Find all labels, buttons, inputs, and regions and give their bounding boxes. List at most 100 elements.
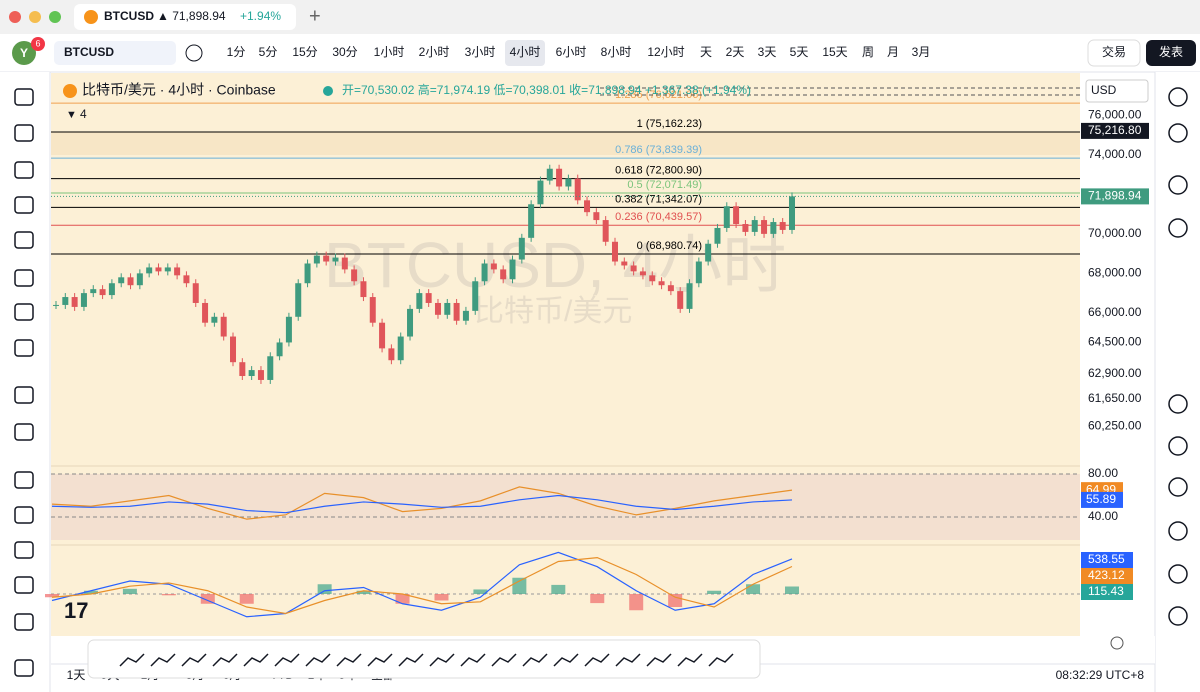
interval[interactable]: 6小时 (556, 45, 587, 59)
candle (230, 336, 237, 363)
trade-button[interactable] (1087, 39, 1141, 67)
sidebar-icon[interactable] (1168, 606, 1188, 626)
interval[interactable]: 2天 (726, 45, 745, 59)
tool-icon[interactable] (14, 269, 34, 287)
sidebar-icon[interactable] (1168, 521, 1188, 541)
drawing-tool[interactable] (646, 653, 672, 667)
drawing-tool[interactable] (491, 653, 517, 667)
tab-price: ▲ 71,898.94 (157, 9, 226, 23)
tool-icon[interactable] (14, 613, 34, 631)
candle (99, 289, 106, 296)
drawing-tool[interactable] (119, 653, 145, 667)
drawing-tool[interactable] (336, 653, 362, 667)
interval[interactable]: 15分 (292, 45, 317, 59)
interval[interactable]: 3月 (912, 45, 931, 59)
interval[interactable]: 月 (887, 45, 899, 59)
tool-icon[interactable] (14, 386, 34, 404)
left-toolbar (0, 72, 50, 692)
drawing-tool[interactable] (274, 653, 300, 667)
sidebar-icon[interactable] (1168, 477, 1188, 497)
drawing-tool[interactable] (243, 653, 269, 667)
zoom[interactable] (49, 11, 61, 23)
rsi-value: 55.89 (1086, 492, 1116, 506)
settings[interactable] (1110, 636, 1124, 650)
compare[interactable] (185, 44, 203, 62)
tool-icon[interactable] (14, 541, 34, 559)
tool-icon[interactable] (14, 196, 34, 214)
sidebar-icon[interactable] (1168, 564, 1188, 584)
drawing-tool[interactable] (522, 653, 548, 667)
drawing-tool[interactable] (150, 653, 176, 667)
interval[interactable]: 5分 (259, 45, 278, 59)
macd-hist (746, 584, 761, 594)
drawing-tool[interactable] (677, 653, 703, 667)
interval[interactable]: 1小时 (374, 45, 405, 59)
minimize[interactable] (29, 11, 41, 23)
sidebar-icon[interactable] (1168, 87, 1188, 107)
price-tick-label: 62,900.00 (1088, 366, 1142, 380)
drawing-tool[interactable] (615, 653, 641, 667)
sidebar-icon[interactable] (1168, 394, 1188, 414)
candle (351, 269, 358, 282)
tab[interactable] (74, 4, 296, 30)
candle (388, 348, 395, 361)
interval[interactable]: 5天 (790, 45, 809, 59)
candle (425, 293, 432, 303)
fib-label: 0.786 (73,839.39) (615, 144, 702, 156)
candle (341, 257, 348, 270)
range[interactable]: 1天 (67, 668, 86, 682)
sidebar-icon[interactable] (1168, 175, 1188, 195)
tool-icon[interactable] (14, 471, 34, 489)
interval[interactable]: 周 (862, 45, 874, 59)
interval[interactable]: 2小时 (419, 45, 450, 59)
tool-icon[interactable] (14, 659, 34, 677)
publish-button[interactable] (1146, 40, 1196, 66)
legend-title: 比特币/美元 · 4小时 · Coinbase (82, 82, 276, 98)
interval[interactable]: 4小时 (510, 45, 541, 59)
drawing-tool[interactable] (460, 653, 486, 667)
macd-value: 538.55 (1088, 552, 1125, 566)
new-tab[interactable]: + (309, 5, 321, 27)
tool-icon[interactable] (14, 423, 34, 441)
drawing-tool[interactable] (367, 653, 393, 667)
currency-select[interactable] (1085, 79, 1149, 103)
interval[interactable]: 3天 (758, 45, 777, 59)
sidebar-icon[interactable] (1168, 436, 1188, 456)
tool-icon[interactable] (14, 124, 34, 142)
tool-icon[interactable] (14, 339, 34, 357)
collapse[interactable]: ▼ (66, 109, 77, 121)
tool-icon[interactable] (14, 231, 34, 249)
interval[interactable]: 1分 (227, 45, 246, 59)
drawing-tool[interactable] (708, 653, 734, 667)
interval[interactable]: 8小时 (601, 45, 632, 59)
interval[interactable]: 12小时 (647, 45, 684, 59)
avatar[interactable] (12, 41, 36, 65)
drawing-tool[interactable] (553, 653, 579, 667)
interval[interactable]: 30分 (332, 45, 357, 59)
sidebar-icon[interactable] (1168, 123, 1188, 143)
drawing-tool[interactable] (584, 653, 610, 667)
legend-ohlc: 开=70,530.02 高=71,974.19 低=70,398.01 收=71… (342, 82, 751, 97)
drawing-tool[interactable] (181, 653, 207, 667)
tool-icon[interactable] (14, 303, 34, 321)
drawing-tool[interactable] (212, 653, 238, 667)
drawing-tool[interactable] (305, 653, 331, 667)
interval[interactable]: 15天 (822, 45, 847, 59)
tool-icon[interactable] (14, 161, 34, 179)
badge-count: 6 (35, 38, 40, 48)
interval[interactable]: 3小时 (465, 45, 496, 59)
interval[interactable]: 天 (700, 45, 712, 59)
drawing-tool[interactable] (429, 653, 455, 667)
tool-icon[interactable] (14, 506, 34, 524)
sidebar-icon[interactable] (1168, 218, 1188, 238)
tool-icon[interactable] (14, 576, 34, 594)
btc-icon (84, 10, 98, 24)
candle (285, 316, 292, 343)
close[interactable] (9, 11, 21, 23)
symbol-search[interactable] (54, 41, 176, 65)
candle (295, 283, 302, 317)
drawing-tool[interactable] (398, 653, 424, 667)
tool-icon[interactable] (14, 88, 34, 106)
candle (714, 227, 721, 244)
macd-hist (629, 594, 644, 611)
